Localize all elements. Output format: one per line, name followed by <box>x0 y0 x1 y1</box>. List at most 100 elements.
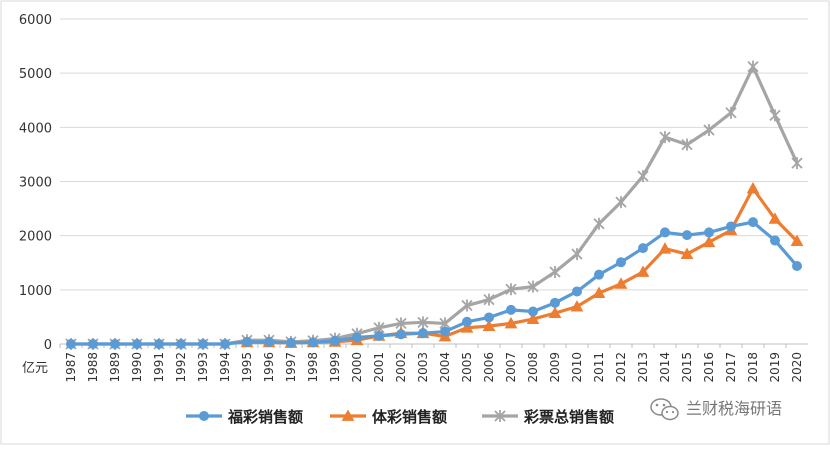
data-point <box>482 319 496 332</box>
data-point <box>88 339 98 349</box>
x-tick-label: 2005 <box>460 352 474 383</box>
data-point <box>702 235 716 248</box>
data-point <box>704 227 714 238</box>
x-tick-label: 1990 <box>130 352 144 383</box>
x-tick-label: 1988 <box>86 352 100 383</box>
y-tick-label: 6000 <box>19 13 52 28</box>
data-point <box>198 339 208 349</box>
data-point <box>110 339 120 349</box>
data-point <box>768 212 782 224</box>
x-tick-label: 2003 <box>416 352 430 383</box>
data-point <box>594 269 604 280</box>
x-tick-label: 1992 <box>174 352 188 383</box>
legend-marker <box>199 411 209 421</box>
data-point <box>791 157 803 170</box>
data-point <box>505 283 517 296</box>
x-tick-label: 2010 <box>570 352 584 383</box>
data-point <box>242 336 252 347</box>
y-tick-label: 1000 <box>19 284 52 299</box>
data-point <box>154 339 164 349</box>
data-point <box>460 321 474 333</box>
y-tick-label: 5000 <box>19 67 52 82</box>
data-point <box>440 326 450 337</box>
data-point <box>725 106 737 119</box>
data-point <box>637 170 649 183</box>
wechat-icon <box>650 398 679 421</box>
data-point <box>638 243 648 254</box>
y-tick-label: 0 <box>44 338 52 353</box>
data-point <box>681 138 693 151</box>
watermark-text: 兰财税海研语 <box>686 399 782 418</box>
legend-marker <box>494 410 506 422</box>
x-tick-label: 2019 <box>768 352 782 383</box>
data-point <box>748 217 758 228</box>
x-tick-label: 2011 <box>592 352 606 383</box>
x-tick-label: 2020 <box>790 352 804 383</box>
x-tick-label: 2009 <box>548 352 562 383</box>
data-point <box>286 337 296 348</box>
data-point <box>550 297 560 308</box>
data-point <box>527 280 539 293</box>
x-tick-label: 1994 <box>218 352 232 383</box>
data-point <box>658 242 672 254</box>
legend-item: 彩票总销售额 <box>482 408 614 426</box>
data-point <box>483 293 495 306</box>
x-tick-label: 1999 <box>328 352 342 383</box>
unit-label: 亿元 <box>22 361 48 376</box>
data-point <box>330 335 340 346</box>
axes: 0 1000 2000 3000 4000 5000 6000 1987 1988 1989 199… <box>19 13 804 383</box>
x-tick-label: 2018 <box>746 352 760 383</box>
data-point <box>769 109 781 122</box>
x-tick-label: 2012 <box>614 352 628 383</box>
legend: 福彩销售额 体彩销售额 彩票总销售额 <box>186 408 614 426</box>
data-point <box>659 131 671 144</box>
data-point <box>726 221 736 232</box>
data-point <box>308 337 318 348</box>
x-tick-label: 2017 <box>724 352 738 383</box>
data-point <box>549 265 561 278</box>
x-tick-label: 2004 <box>438 352 452 383</box>
data-point <box>747 60 759 73</box>
data-point <box>572 286 582 297</box>
data-point <box>462 316 472 327</box>
data-point <box>504 316 518 329</box>
y-tick-label: 4000 <box>19 121 52 136</box>
x-tick-label: 2016 <box>702 352 716 383</box>
legend-label: 体彩销售额 <box>372 408 447 426</box>
x-tick-label: 2007 <box>504 352 518 383</box>
y-tick-label: 2000 <box>19 230 52 245</box>
x-tick-label: 2006 <box>482 352 496 383</box>
x-tick-label: 1987 <box>64 352 78 383</box>
x-tick-label: 2001 <box>372 352 386 383</box>
legend-label: 福彩销售额 <box>227 408 303 426</box>
watermark: 兰财税海研语 <box>650 398 782 421</box>
series <box>65 60 804 350</box>
x-tick-label: 1989 <box>108 352 122 383</box>
x-tick-label: 2002 <box>394 352 408 383</box>
data-point <box>132 339 142 349</box>
data-point <box>703 124 715 137</box>
data-point <box>616 257 626 268</box>
data-point <box>528 306 538 317</box>
data-point <box>770 235 780 246</box>
data-point <box>461 299 473 312</box>
data-point <box>615 196 627 209</box>
data-point <box>636 265 650 277</box>
x-tick-label: 1993 <box>196 352 210 383</box>
x-tick-label: 1991 <box>152 352 166 383</box>
data-point <box>417 316 429 329</box>
series-1 <box>66 217 802 349</box>
series-line <box>71 220 799 346</box>
data-point <box>593 217 605 230</box>
x-tick-label: 2015 <box>680 352 694 383</box>
data-point <box>614 277 628 289</box>
x-tick-label: 2013 <box>636 352 650 383</box>
data-point <box>792 261 802 271</box>
legend-item: 体彩销售额 <box>330 408 447 426</box>
data-point <box>396 329 406 340</box>
data-point <box>484 312 494 323</box>
data-point <box>592 286 606 298</box>
